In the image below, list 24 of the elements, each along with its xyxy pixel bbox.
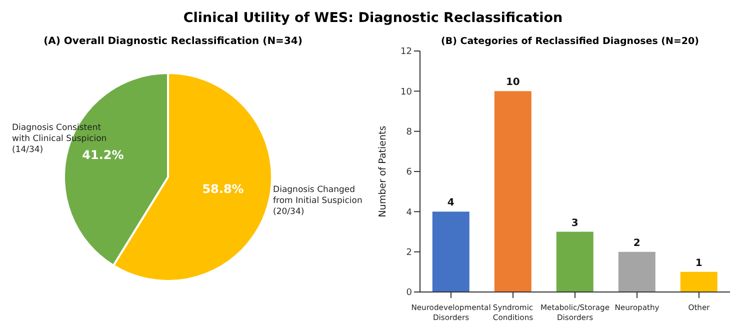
y-tick-label: 8 <box>406 128 412 138</box>
data-label: 10 <box>506 77 520 88</box>
y-tick-label: 2 <box>406 248 412 258</box>
y-axis-title: Number of Patients <box>377 126 388 218</box>
bar <box>494 91 532 292</box>
bar <box>618 252 656 292</box>
data-label: 3 <box>571 218 578 229</box>
data-label: 4 <box>447 198 454 209</box>
slice-label: Diagnosis Changed from Initial Suspicion (20/34) <box>273 185 362 218</box>
data-label: 1 <box>695 258 702 269</box>
bar <box>556 232 594 292</box>
data-label: 2 <box>633 238 640 249</box>
chart-title: (B) Categories of Reclassified Diagnoses (N=20) <box>440 36 700 47</box>
y-tick-label: 6 <box>406 168 412 178</box>
data-label: 58.8% <box>202 182 244 196</box>
data-label: 41.2% <box>82 148 124 162</box>
y-tick-label: 10 <box>400 87 412 98</box>
text: Clinical Utility of WES: Diagnostic Reclassification <box>182 10 564 26</box>
y-tick-label: 4 <box>406 208 412 218</box>
bar <box>432 212 470 292</box>
y-tick-label: 12 <box>400 47 412 58</box>
chart-title: (A) Overall Diagnostic Reclassification (N=34) <box>42 36 304 47</box>
y-tick-label: 0 <box>406 288 412 298</box>
bar <box>680 272 718 292</box>
